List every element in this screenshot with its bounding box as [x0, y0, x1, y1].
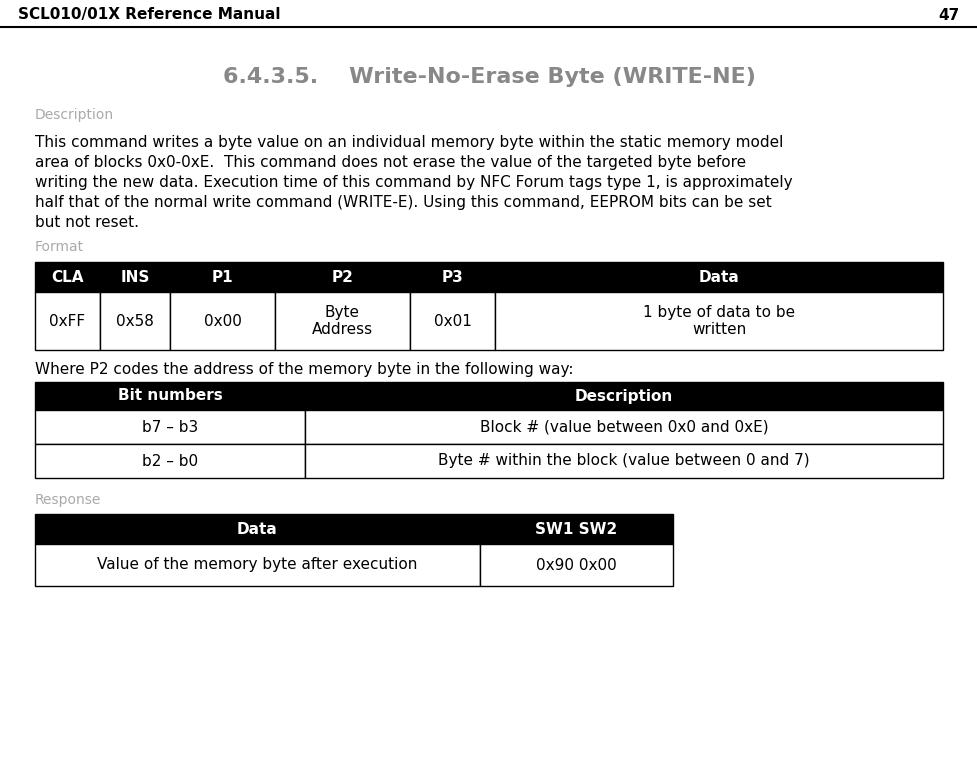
Bar [275, 262, 409, 292]
Text: P2: P2 [331, 270, 353, 284]
Text: Format: Format [35, 240, 84, 254]
Bar [480, 544, 672, 586]
Bar [305, 444, 942, 478]
Bar [305, 382, 942, 410]
Bar [170, 292, 275, 350]
Text: SCL010/01X Reference Manual: SCL010/01X Reference Manual [18, 8, 280, 23]
Text: Bit numbers: Bit numbers [117, 388, 222, 403]
Text: half that of the normal write command (WRITE-E). Using this command, EEPROM bits: half that of the normal write command (W… [35, 195, 771, 210]
Bar [494, 262, 942, 292]
Text: area of blocks 0x0-0xE.  This command does not erase the value of the targeted b: area of blocks 0x0-0xE. This command doe… [35, 155, 745, 170]
Text: Description: Description [574, 388, 672, 403]
Text: 1 byte of data to be
written: 1 byte of data to be written [642, 305, 794, 337]
Bar [35, 410, 305, 444]
Text: 6.4.3.5.    Write-No-Erase Byte (WRITE-NE): 6.4.3.5. Write-No-Erase Byte (WRITE-NE) [223, 67, 754, 87]
Text: Block # (value between 0x0 and 0xE): Block # (value between 0x0 and 0xE) [479, 420, 768, 434]
Text: P1: P1 [211, 270, 234, 284]
Bar [100, 292, 170, 350]
Text: Byte # within the block (value between 0 and 7): Byte # within the block (value between 0… [438, 454, 809, 469]
Bar [305, 410, 942, 444]
Text: 0xFF: 0xFF [50, 313, 85, 329]
Text: b7 – b3: b7 – b3 [142, 420, 198, 434]
Bar [170, 262, 275, 292]
Text: writing the new data. Execution time of this command by NFC Forum tags type 1, i: writing the new data. Execution time of … [35, 175, 791, 190]
Text: Response: Response [35, 493, 102, 507]
Text: Where P2 codes the address of the memory byte in the following way:: Where P2 codes the address of the memory… [35, 362, 573, 377]
Bar [409, 262, 494, 292]
Text: 0x01: 0x01 [433, 313, 471, 329]
Text: Data: Data [236, 521, 277, 536]
Bar [275, 292, 409, 350]
Text: Byte
Address: Byte Address [312, 305, 372, 337]
Bar [409, 292, 494, 350]
Bar [100, 262, 170, 292]
Text: Value of the memory byte after execution: Value of the memory byte after execution [98, 558, 417, 573]
Bar [35, 382, 305, 410]
Bar [480, 514, 672, 544]
Text: Data: Data [698, 270, 739, 284]
Bar [35, 544, 480, 586]
Text: This command writes a byte value on an individual memory byte within the static : This command writes a byte value on an i… [35, 135, 783, 150]
Text: 0x58: 0x58 [116, 313, 153, 329]
Text: but not reset.: but not reset. [35, 215, 139, 230]
Bar [35, 514, 480, 544]
Text: P3: P3 [442, 270, 463, 284]
Text: Description: Description [35, 108, 114, 122]
Text: 0x00: 0x00 [203, 313, 241, 329]
Bar [35, 292, 100, 350]
Text: SW1 SW2: SW1 SW2 [534, 521, 617, 536]
Text: CLA: CLA [51, 270, 84, 284]
Text: 47: 47 [938, 8, 959, 23]
Bar [35, 444, 305, 478]
Bar [494, 292, 942, 350]
Text: INS: INS [120, 270, 149, 284]
Text: b2 – b0: b2 – b0 [142, 454, 198, 469]
Text: 0x90 0x00: 0x90 0x00 [535, 558, 616, 573]
Bar [35, 262, 100, 292]
